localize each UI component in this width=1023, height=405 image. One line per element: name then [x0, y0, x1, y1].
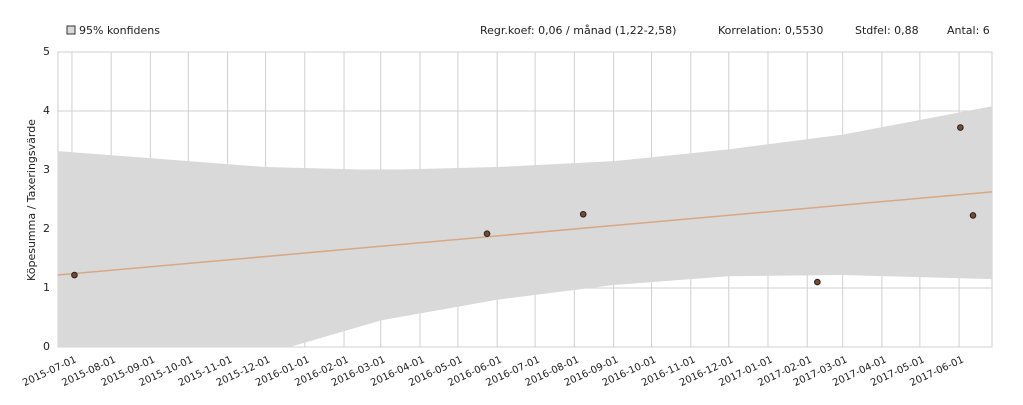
point [71, 271, 78, 279]
point [969, 212, 977, 219]
stat: Korrelation: 0,5530 [718, 24, 823, 37]
y-tick-label: 0 [43, 340, 50, 353]
legend-label: 95% konfidens [79, 24, 160, 37]
confidence-band [58, 106, 992, 347]
y-tick-label: 1 [43, 281, 50, 294]
y-tick-label: 4 [43, 104, 50, 117]
y-tick-label: 3 [43, 163, 50, 176]
y-tick-label: 2 [43, 222, 50, 235]
y-tick-label: 5 [43, 45, 50, 58]
stat: Antal: 6 [947, 24, 990, 37]
trend-line [57, 191, 993, 276]
y-axis-label: Köpesumma / Taxeringsvärde [25, 119, 38, 281]
point [957, 124, 964, 131]
point [483, 230, 491, 238]
point [814, 278, 821, 286]
stat: Stdfel: 0,88 [855, 24, 919, 37]
point [579, 210, 587, 218]
legend-swatch [66, 25, 76, 35]
stat: Regr.koef: 0,06 / månad (1,22-2,58) [480, 24, 676, 37]
